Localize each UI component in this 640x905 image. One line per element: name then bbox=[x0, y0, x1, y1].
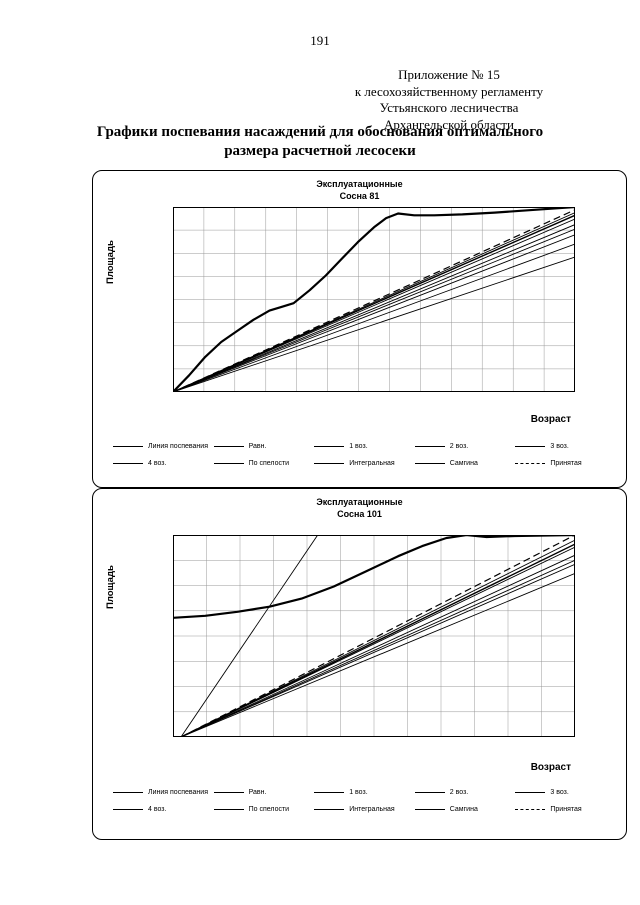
appendix-header: Приложение № 15 к лесохозяйственному рег… bbox=[294, 67, 604, 134]
dashed-line-swatch-icon bbox=[515, 809, 546, 810]
line-swatch-icon bbox=[414, 792, 445, 793]
legend-label: Самгина bbox=[449, 460, 478, 467]
legend-item: 3 воз. bbox=[515, 789, 616, 796]
document-title-line-1: Графики поспевания насаждений для обосно… bbox=[96, 124, 544, 140]
chart-title-line-2: Сосна 101 bbox=[337, 509, 382, 520]
legend-item: Интегральная bbox=[314, 460, 415, 467]
line-swatch-icon bbox=[113, 446, 143, 447]
legend-label: Линия поспевания bbox=[148, 443, 208, 450]
legend-label: Интегральная bbox=[349, 460, 395, 467]
legend-item: Самгина bbox=[414, 806, 516, 813]
legend-label: По спелости bbox=[248, 806, 290, 813]
legend-item: 2 воз. bbox=[414, 443, 516, 450]
appendix-line-3: Устьянского лесничества bbox=[379, 100, 519, 116]
line-swatch-icon bbox=[113, 792, 143, 793]
line-swatch-icon bbox=[515, 446, 546, 447]
chart-title-line-1: Эксплуатационные bbox=[316, 497, 403, 507]
legend-item: Линия поспевания bbox=[113, 789, 214, 796]
legend-label: Линия поспевания bbox=[148, 789, 208, 796]
legend-item: Равн. bbox=[213, 443, 315, 450]
legend-label: Равн. bbox=[248, 789, 267, 796]
legend-label: 3 воз. bbox=[550, 443, 569, 450]
line-swatch-icon bbox=[515, 792, 546, 793]
x-axis-label: Возраст bbox=[530, 414, 571, 425]
legend-row-2: 4 воз. По спелости Интегральная Самгина … bbox=[113, 460, 616, 467]
chart-plot-sosna-101 bbox=[173, 535, 575, 737]
appendix-line-4: Архангельской области bbox=[384, 116, 514, 132]
legend-label: 4 воз. bbox=[148, 460, 167, 467]
legend-label: Принятая bbox=[550, 460, 582, 467]
line-swatch-icon bbox=[113, 463, 143, 464]
chart-title: Эксплуатационные Сосна 81 bbox=[93, 178, 626, 202]
legend-item: Принятая bbox=[515, 460, 616, 467]
legend-label: Самгина bbox=[449, 806, 478, 813]
line-swatch-icon bbox=[314, 446, 345, 447]
chart-panel-sosna-81: Эксплуатационные Сосна 81 Площадь Возрас… bbox=[92, 170, 627, 488]
chart-legend: Линия поспевания Равн. 1 воз. 2 воз. 3 в… bbox=[113, 789, 616, 823]
legend-label: Интегральная bbox=[349, 806, 395, 813]
legend-item: 3 воз. bbox=[515, 443, 616, 450]
legend-item: Интегральная bbox=[314, 806, 415, 813]
line-swatch-icon bbox=[414, 809, 445, 810]
legend-item: Самгина bbox=[414, 460, 516, 467]
chart-title: Эксплуатационные Сосна 101 bbox=[93, 496, 626, 520]
legend-item: 2 воз. bbox=[414, 789, 516, 796]
line-swatch-icon bbox=[213, 792, 244, 793]
legend-item: 4 воз. bbox=[113, 460, 214, 467]
legend-item: 1 воз. bbox=[314, 443, 415, 450]
legend-item: 4 воз. bbox=[113, 806, 214, 813]
appendix-line-2: к лесохозяйственному регламенту bbox=[354, 83, 544, 99]
legend-row-2: 4 воз. По спелости Интегральная Самгина … bbox=[113, 806, 616, 813]
chart-title-line-1: Эксплуатационные bbox=[316, 179, 403, 189]
line-swatch-icon bbox=[314, 792, 345, 793]
line-swatch-icon bbox=[314, 809, 345, 810]
legend-row-1: Линия поспевания Равн. 1 воз. 2 воз. 3 в… bbox=[113, 443, 616, 450]
line-swatch-icon bbox=[213, 446, 244, 447]
line-swatch-icon bbox=[113, 809, 143, 810]
legend-label: По спелости bbox=[248, 460, 290, 467]
chart-legend: Линия поспевания Равн. 1 воз. 2 воз. 3 в… bbox=[113, 443, 616, 477]
legend-label: 2 воз. bbox=[449, 789, 469, 796]
legend-label: 4 воз. bbox=[148, 806, 167, 813]
legend-item: По спелости bbox=[213, 806, 315, 813]
y-axis-label: Площадь bbox=[105, 565, 116, 609]
legend-label: 2 воз. bbox=[449, 443, 469, 450]
legend-label: Равн. bbox=[248, 443, 267, 450]
legend-item: По спелости bbox=[213, 460, 315, 467]
legend-item: Линия поспевания bbox=[113, 443, 214, 450]
legend-label: 1 воз. bbox=[349, 789, 368, 796]
legend-row-1: Линия поспевания Равн. 1 воз. 2 воз. 3 в… bbox=[113, 789, 616, 796]
line-swatch-icon bbox=[213, 463, 244, 464]
document-title-line-2: размера расчетной лесосеки bbox=[224, 142, 416, 159]
legend-item: Принятая bbox=[515, 806, 616, 813]
legend-label: 1 воз. bbox=[349, 443, 368, 450]
legend-item: Равн. bbox=[213, 789, 315, 796]
chart-panel-sosna-101: Эксплуатационные Сосна 101 Площадь Возра… bbox=[92, 488, 627, 840]
line-swatch-icon bbox=[414, 463, 445, 464]
legend-label: 3 воз. bbox=[550, 789, 569, 796]
chart-title-line-2: Сосна 81 bbox=[339, 191, 380, 202]
legend-label: Принятая bbox=[550, 806, 582, 813]
line-swatch-icon bbox=[414, 446, 445, 447]
chart-plot-sosna-81 bbox=[173, 207, 575, 392]
y-axis-label: Площадь bbox=[105, 240, 116, 284]
x-axis-label: Возраст bbox=[530, 762, 571, 773]
line-swatch-icon bbox=[213, 809, 244, 810]
appendix-line-1: Приложение № 15 bbox=[398, 67, 500, 82]
legend-item: 1 воз. bbox=[314, 789, 415, 796]
page-number: 191 bbox=[310, 33, 330, 48]
dashed-line-swatch-icon bbox=[515, 463, 546, 464]
line-swatch-icon bbox=[314, 463, 345, 464]
document-title: Графики поспевания насаждений для обосно… bbox=[0, 123, 640, 161]
